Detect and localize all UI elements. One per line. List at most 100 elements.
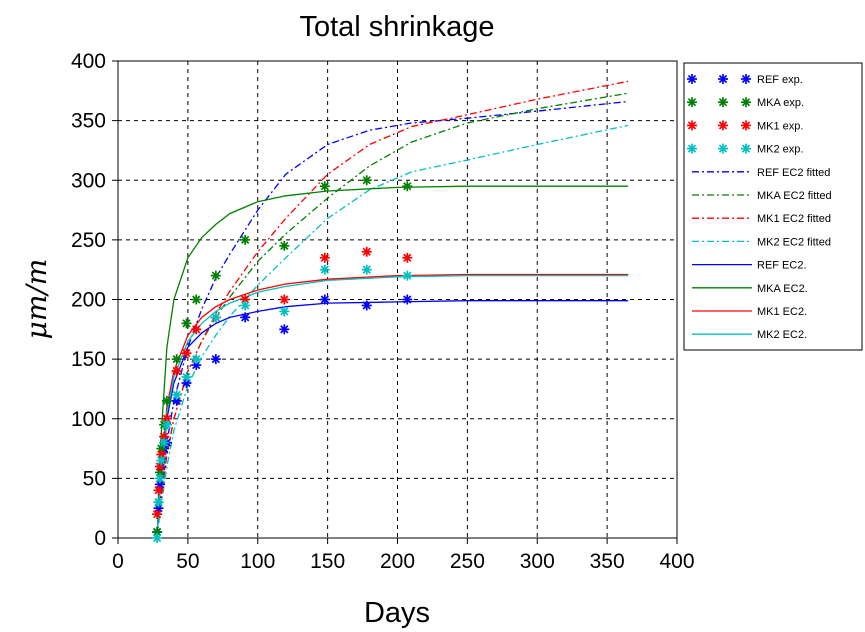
data-point bbox=[279, 294, 290, 305]
x-tick-label: 100 bbox=[240, 550, 275, 573]
data-point bbox=[361, 246, 372, 257]
legend-entry-ref-ec2-fitted: REF EC2 fitted bbox=[692, 167, 830, 179]
legend-label: MKA exp. bbox=[757, 97, 804, 109]
x-tick-label: 150 bbox=[310, 550, 345, 573]
legend-entry-mka-exp: MKA exp. bbox=[687, 97, 804, 109]
series-line-mka-ec2 bbox=[156, 185, 629, 539]
legend-entry-mk2-exp: MK2 exp. bbox=[687, 143, 803, 156]
legend-marker bbox=[687, 143, 697, 154]
data-point bbox=[153, 497, 164, 508]
data-point bbox=[319, 181, 330, 192]
data-point bbox=[402, 270, 413, 281]
legend-marker bbox=[687, 74, 697, 84]
data-point bbox=[191, 324, 202, 335]
y-tick-label: 50 bbox=[83, 467, 106, 490]
y-tick-label: 200 bbox=[71, 289, 106, 312]
data-point bbox=[210, 354, 221, 365]
legend: REF exp. MKA exp. MK1 exp. MK2 exp. REF EC2 … bbox=[683, 62, 863, 351]
legend-entry-ref-exp: REF exp. bbox=[687, 74, 803, 86]
data-point bbox=[191, 354, 202, 365]
legend-marker bbox=[741, 143, 751, 154]
y-tick-label: 400 bbox=[71, 50, 106, 73]
data-point bbox=[319, 264, 330, 275]
data-point bbox=[152, 533, 163, 543]
legend-entry-mk1-ec2-fitted: MK1 EC2 fitted bbox=[692, 213, 831, 225]
data-point bbox=[171, 354, 182, 365]
legend-label: REF exp. bbox=[757, 74, 803, 86]
legend-marker bbox=[718, 97, 728, 108]
x-axis-label: Days bbox=[364, 597, 430, 629]
legend-label: REF EC2. bbox=[757, 260, 807, 272]
legend-marker bbox=[687, 97, 697, 108]
x-tick-label: 50 bbox=[176, 550, 199, 573]
data-point bbox=[279, 306, 290, 317]
data-point bbox=[402, 252, 413, 263]
legend-marker bbox=[741, 120, 751, 131]
data-point bbox=[319, 294, 330, 305]
y-tick-label: 150 bbox=[71, 348, 106, 371]
y-tick-label: 300 bbox=[71, 169, 106, 192]
legend-label: MK1 EC2. bbox=[757, 306, 807, 318]
data-point bbox=[361, 264, 372, 275]
data-point bbox=[171, 366, 182, 377]
legend-marker bbox=[741, 97, 751, 108]
data-point bbox=[319, 252, 330, 263]
series-mk2-exp bbox=[152, 264, 413, 543]
legend-label: MK1 EC2 fitted bbox=[757, 213, 831, 225]
data-point bbox=[154, 461, 165, 472]
data-point bbox=[153, 485, 164, 496]
data-point bbox=[161, 419, 172, 430]
legend-label: MKA EC2. bbox=[757, 283, 808, 295]
data-point bbox=[191, 294, 202, 305]
data-point bbox=[156, 455, 167, 466]
legend-marker bbox=[687, 120, 697, 131]
data-point bbox=[240, 294, 251, 305]
legend-label: MK2 exp. bbox=[757, 144, 803, 156]
data-point bbox=[361, 300, 372, 311]
data-point bbox=[181, 348, 192, 359]
y-tick-label: 350 bbox=[71, 110, 106, 133]
legend-marker bbox=[718, 120, 728, 131]
data-point bbox=[402, 181, 413, 192]
axis-ticks: 0 50 100 150 200 250 300 350 400 0 50 100 150 200 250 3… bbox=[71, 50, 695, 573]
data-point bbox=[240, 300, 251, 311]
legend-entry-mka-ec2: MKA EC2. bbox=[692, 283, 808, 295]
data-point bbox=[402, 294, 413, 305]
x-tick-label: 250 bbox=[450, 550, 485, 573]
series-line-ref-ec2-fitted bbox=[156, 100, 629, 539]
data-point bbox=[153, 503, 164, 514]
legend-entry-mk1-exp: MK1 exp. bbox=[687, 120, 803, 132]
x-tick-label: 400 bbox=[659, 550, 694, 573]
x-tick-label: 300 bbox=[520, 550, 555, 573]
legend-entry-mk2-ec2: MK2 EC2. bbox=[692, 329, 807, 341]
legend-label: MKA EC2 fitted bbox=[757, 190, 832, 202]
data-point bbox=[240, 234, 251, 245]
x-tick-label: 200 bbox=[380, 550, 415, 573]
y-axis-label: μm/m bbox=[20, 259, 53, 340]
data-point bbox=[210, 270, 221, 281]
data-point bbox=[171, 389, 182, 400]
x-tick-label: 350 bbox=[590, 550, 625, 573]
y-tick-label: 0 bbox=[94, 527, 106, 550]
series-group bbox=[152, 80, 629, 543]
legend-marker bbox=[718, 143, 728, 154]
data-point bbox=[152, 509, 163, 520]
legend-entry-mk1-ec2: MK1 EC2. bbox=[692, 306, 807, 318]
series-line-ref-ec2 bbox=[156, 300, 629, 539]
chart-title: Total shrinkage bbox=[299, 11, 494, 43]
legend-label: REF EC2 fitted bbox=[757, 167, 830, 179]
legend-marker bbox=[718, 74, 728, 84]
data-point bbox=[181, 372, 192, 383]
data-point bbox=[159, 437, 170, 448]
data-point bbox=[240, 312, 251, 323]
data-point bbox=[154, 473, 165, 484]
legend-label: MK2 EC2. bbox=[757, 329, 807, 341]
data-point bbox=[361, 175, 372, 186]
legend-marker bbox=[741, 74, 751, 84]
series-line-mka-ec2-fitted bbox=[156, 92, 629, 539]
x-tick-label: 0 bbox=[112, 550, 124, 573]
y-tick-label: 250 bbox=[71, 229, 106, 252]
legend-entry-mka-ec2-fitted: MKA EC2 fitted bbox=[692, 190, 832, 202]
data-point bbox=[279, 324, 290, 335]
